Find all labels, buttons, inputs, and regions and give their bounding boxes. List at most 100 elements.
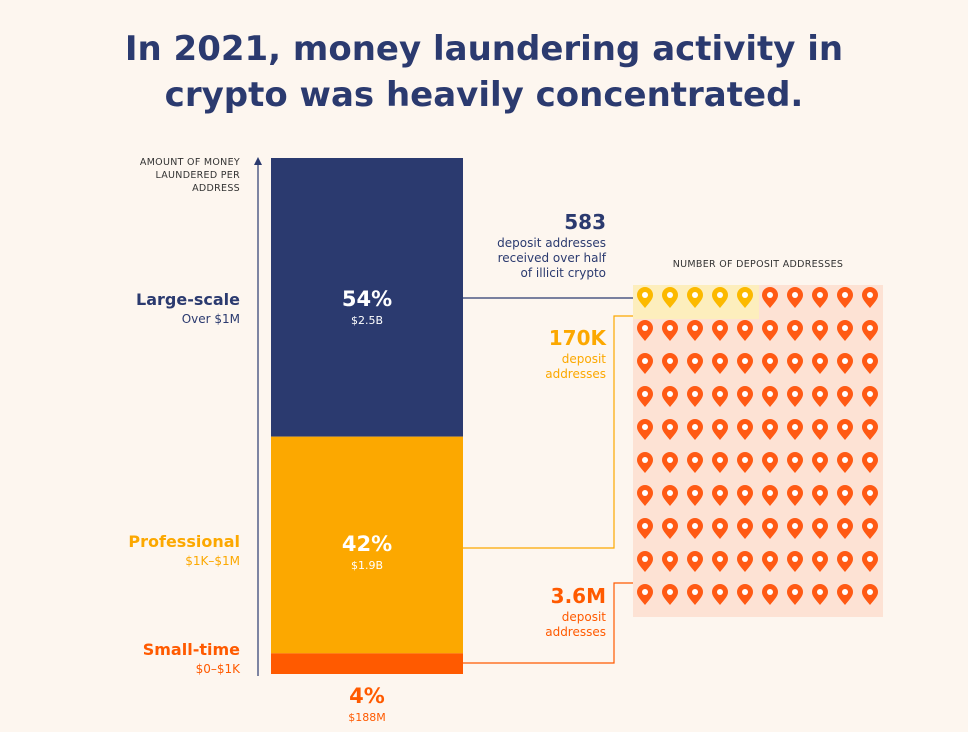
pin-icon <box>737 452 753 473</box>
pin-icon <box>737 419 753 440</box>
pin-icon <box>637 353 653 374</box>
callout-text: deposit addresses <box>406 352 606 382</box>
category-name-small-time: Small-time <box>142 640 240 659</box>
chart-title: In 2021, money laundering activity in cr… <box>0 26 968 118</box>
pin-icon <box>737 485 753 506</box>
pin-icon <box>812 518 828 539</box>
pin-icon <box>837 485 853 506</box>
pin-icon <box>812 353 828 374</box>
callout-text: deposit addresses <box>406 610 606 640</box>
pin-icon <box>812 419 828 440</box>
pin-icon-highlighted <box>662 287 678 308</box>
pin-icon <box>637 584 653 605</box>
pin-icon <box>787 353 803 374</box>
data-label-amount: $188M <box>348 711 386 724</box>
pin-icon <box>837 419 853 440</box>
callout-number: 170K <box>548 326 606 350</box>
pin-icon <box>862 551 878 572</box>
pin-icon <box>662 320 678 341</box>
category-name-professional: Professional <box>128 532 240 551</box>
pin-icon <box>812 287 828 308</box>
pin-icon <box>712 584 728 605</box>
y-axis-arrow <box>254 157 262 165</box>
pin-icon <box>762 353 778 374</box>
pin-icon <box>662 419 678 440</box>
callout-line: addresses <box>545 367 606 381</box>
y-axis-label: AMOUNT OF MONEY LAUNDERED PER ADDRESS <box>60 156 240 195</box>
pin-icon <box>637 452 653 473</box>
pin-icon <box>712 485 728 506</box>
data-label-amount: $1.9B <box>350 559 384 572</box>
connector-small-time <box>462 582 633 664</box>
pin-icon <box>662 551 678 572</box>
category-range-small-time: $0–$1K <box>195 662 240 676</box>
callout-583: 583 deposit addresses received over half… <box>406 210 606 281</box>
pin-icon <box>812 551 828 572</box>
callout-text: deposit addresses received over half of … <box>406 236 606 281</box>
callout-number: 3.6M <box>550 584 606 608</box>
pin-icon <box>712 386 728 407</box>
grid-label: NUMBER OF DEPOSIT ADDRESSES <box>672 259 844 270</box>
callout-line: deposit <box>561 610 606 624</box>
pin-icon-highlighted <box>737 287 753 308</box>
pin-icon <box>687 452 703 473</box>
pin-icon <box>787 518 803 539</box>
pin-icon <box>837 584 853 605</box>
pin-icon <box>787 386 803 407</box>
title-line-2: crypto was heavily concentrated. <box>164 75 804 115</box>
pin-icon <box>637 386 653 407</box>
callout-line: of illicit crypto <box>520 266 606 280</box>
pin-icon <box>637 518 653 539</box>
pin-icon <box>787 287 803 308</box>
pin-icon <box>837 320 853 341</box>
pin-icon <box>762 320 778 341</box>
pin-icon <box>862 287 878 308</box>
pin-icon <box>662 518 678 539</box>
pin-icon <box>762 287 778 308</box>
pin-icon <box>862 320 878 341</box>
callout-3-6m: 3.6M deposit addresses <box>406 584 606 640</box>
data-label-pct: 4% <box>349 684 385 708</box>
pin-icon <box>787 551 803 572</box>
y-axis-label-line: LAUNDERED PER <box>155 170 240 181</box>
pin-icon <box>712 320 728 341</box>
pin-icon <box>787 584 803 605</box>
pin-icon <box>812 485 828 506</box>
pin-icon <box>737 386 753 407</box>
pin-icon <box>862 353 878 374</box>
pin-icon <box>762 452 778 473</box>
pin-icon <box>812 584 828 605</box>
pin-icon <box>837 287 853 308</box>
category-range-professional: $1K–$1M <box>185 554 240 568</box>
pin-icon <box>787 320 803 341</box>
pin-icon <box>687 518 703 539</box>
segment-label-professional: 42% $1.9B <box>271 532 463 572</box>
pin-icon-highlighted <box>712 287 728 308</box>
callout-170k: 170K deposit addresses <box>406 326 606 382</box>
data-label-pct: 54% <box>341 287 393 311</box>
pin-icon <box>837 551 853 572</box>
y-axis-label-line: ADDRESS <box>192 183 240 194</box>
pin-icon <box>737 320 753 341</box>
pin-icon <box>787 485 803 506</box>
data-label-amount: $2.5B <box>350 314 384 327</box>
pin-icon <box>687 320 703 341</box>
pin-icon <box>687 485 703 506</box>
pin-icon <box>662 485 678 506</box>
callout-line: deposit <box>561 352 606 366</box>
bar-segment-small-time <box>271 653 463 674</box>
bar-segment-professional <box>271 436 463 654</box>
bar-segment-large-scale <box>271 158 463 437</box>
pin-icon <box>787 452 803 473</box>
pin-icon <box>687 353 703 374</box>
pin-icon <box>762 551 778 572</box>
pin-grid <box>637 287 878 605</box>
category-range-large-scale: Over $1M <box>181 312 240 326</box>
pin-icon <box>837 452 853 473</box>
pin-icon <box>712 419 728 440</box>
pin-icon <box>862 518 878 539</box>
pin-icon <box>662 584 678 605</box>
pin-icon <box>837 353 853 374</box>
callout-number: 583 <box>564 210 606 234</box>
